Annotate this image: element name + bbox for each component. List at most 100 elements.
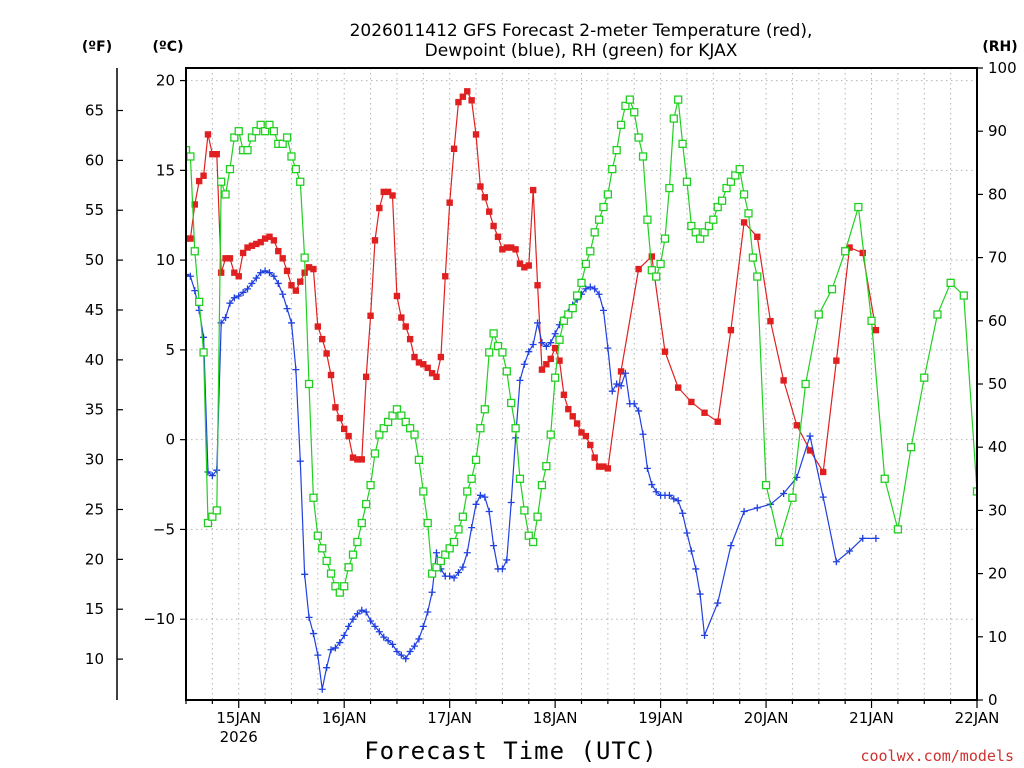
temperature-point bbox=[499, 246, 506, 253]
x-tick-sublabel: 2026 bbox=[220, 728, 258, 746]
temperature-point bbox=[767, 317, 774, 325]
rh-point bbox=[340, 582, 349, 591]
temperature-point bbox=[349, 454, 357, 461]
rh-point bbox=[296, 177, 305, 186]
rh-point bbox=[739, 190, 749, 199]
dewpoint-point bbox=[740, 507, 748, 515]
dewpoint-point bbox=[204, 468, 212, 476]
rh-point bbox=[427, 569, 437, 578]
temperature-point bbox=[217, 269, 225, 276]
rh-point bbox=[717, 196, 727, 205]
temperature-point bbox=[231, 269, 238, 276]
rh-tick-label: 0 bbox=[988, 691, 998, 709]
temperature-point bbox=[327, 371, 335, 379]
temperature-point bbox=[314, 323, 322, 330]
dewpoint-point bbox=[806, 432, 814, 440]
dewpoint-point bbox=[599, 306, 607, 314]
temperature-point bbox=[345, 432, 352, 440]
rh-point bbox=[643, 215, 652, 224]
dewpoint-point bbox=[547, 339, 555, 347]
rh-point bbox=[511, 424, 520, 433]
temperature-point bbox=[297, 278, 304, 285]
rh-point bbox=[247, 133, 257, 142]
temperature-point bbox=[428, 370, 436, 377]
dewpoint-point bbox=[446, 572, 454, 580]
fahrenheit-tick-label: 50 bbox=[85, 251, 104, 269]
x-tick-label: 20JAN bbox=[744, 709, 789, 727]
rh-point bbox=[594, 215, 604, 224]
rh-point bbox=[190, 247, 199, 256]
rh-tick-label: 60 bbox=[988, 312, 1007, 330]
rh-point bbox=[731, 171, 740, 180]
rh-tick-label: 90 bbox=[988, 122, 1007, 140]
dewpoint-point bbox=[534, 319, 542, 327]
dewpoint-point bbox=[327, 646, 335, 654]
x-tick-label: 21JAN bbox=[849, 709, 894, 727]
temperature-point bbox=[459, 93, 467, 100]
rh-point bbox=[326, 569, 336, 578]
dewpoint-point bbox=[529, 341, 537, 348]
temperature-point bbox=[859, 249, 866, 257]
rh-point bbox=[269, 127, 279, 136]
dewpoint-point bbox=[270, 272, 278, 280]
x-tick-label: 22JAN bbox=[955, 709, 1000, 727]
dewpoint-point bbox=[406, 648, 414, 656]
temperature-point bbox=[565, 405, 572, 413]
rh-point bbox=[401, 417, 410, 427]
rh-point bbox=[199, 348, 208, 357]
rh-point bbox=[208, 512, 217, 521]
dewpoint-point bbox=[287, 319, 295, 327]
dewpoint-point bbox=[349, 615, 357, 623]
temperature-point bbox=[332, 404, 339, 411]
dewpoint-point bbox=[292, 366, 300, 374]
dewpoint-point bbox=[222, 314, 230, 322]
rh-point bbox=[546, 430, 555, 439]
fahrenheit-tick-label: 10 bbox=[85, 650, 104, 668]
temperature-point bbox=[362, 373, 370, 381]
rh-point bbox=[291, 164, 301, 174]
dewpoint-point bbox=[819, 493, 827, 501]
rh-point bbox=[463, 487, 472, 496]
dewpoint-point bbox=[186, 270, 190, 278]
rh-point bbox=[313, 531, 322, 540]
temperature-point bbox=[512, 246, 519, 253]
dewpoint-point bbox=[367, 617, 375, 625]
dewpoint-point bbox=[305, 613, 313, 621]
dewpoint-point bbox=[432, 549, 440, 557]
temperature-point bbox=[780, 377, 787, 384]
dewpoint-point bbox=[459, 563, 467, 571]
x-tick-label: 16JAN bbox=[322, 709, 367, 727]
dewpoint-point bbox=[512, 434, 520, 442]
dewpoint-point bbox=[397, 651, 405, 659]
fahrenheit-tick-label: 40 bbox=[85, 351, 104, 369]
dewpoint-point bbox=[244, 285, 252, 293]
dewpoint-point bbox=[727, 542, 735, 550]
dewpoint-point bbox=[846, 547, 854, 555]
temperature-point bbox=[195, 177, 203, 185]
dewpoint-point bbox=[490, 542, 498, 550]
rh-point bbox=[634, 133, 643, 142]
temperature-point bbox=[714, 418, 721, 425]
temperature-point bbox=[253, 240, 260, 248]
rh-point bbox=[682, 177, 692, 186]
temperature-point bbox=[424, 364, 431, 372]
temperature-point bbox=[336, 414, 344, 422]
dewpoint-point bbox=[648, 481, 656, 489]
dewpoint-point bbox=[468, 524, 476, 532]
dewpoint-point bbox=[670, 495, 678, 503]
rh-point bbox=[696, 234, 705, 243]
rh-point bbox=[230, 133, 239, 142]
temperature-point bbox=[420, 361, 427, 368]
temperature-point bbox=[872, 326, 880, 334]
dewpoint-point bbox=[859, 534, 867, 542]
rh-point bbox=[987, 482, 994, 489]
dewpoint-point bbox=[323, 664, 331, 672]
dewpoint-point bbox=[714, 599, 722, 607]
temperature-point bbox=[450, 145, 458, 152]
rh-point bbox=[946, 278, 955, 288]
rh-point bbox=[515, 474, 525, 483]
temperature-point bbox=[323, 350, 330, 357]
temperature-point bbox=[481, 194, 489, 201]
rh-point bbox=[709, 215, 718, 224]
rh-point bbox=[704, 221, 714, 231]
